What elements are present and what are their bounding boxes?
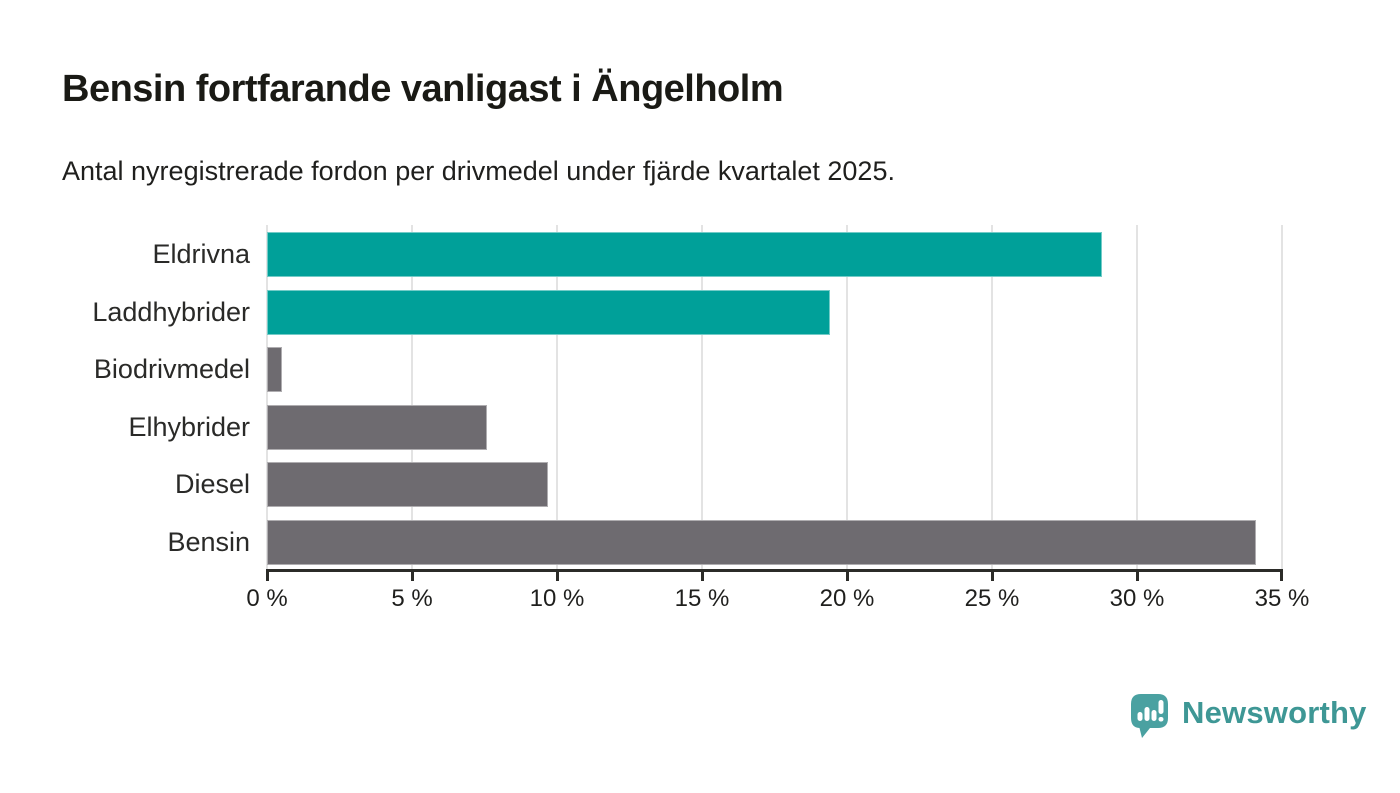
bar-laddhybrider [267, 289, 830, 335]
x-axis-tick-label: 35 % [1254, 585, 1310, 612]
category-label-laddhybrider: Laddhybrider [92, 296, 250, 327]
x-axis-tick-label: 25 % [964, 585, 1020, 612]
logo-text: Newsworthy [1182, 695, 1367, 730]
x-axis-line [267, 569, 1283, 572]
x-axis-tick [991, 569, 994, 581]
x-axis-tick [411, 569, 414, 581]
gridline [411, 225, 413, 570]
x-axis-tick [701, 569, 704, 581]
page-subtitle: Antal nyregistrerade fordon per drivmede… [62, 156, 895, 186]
x-axis-tick-label: 0 % [246, 585, 288, 612]
category-label-biodrivmedel: Biodrivmedel [93, 354, 250, 384]
x-axis-tick [846, 569, 849, 581]
plot-area [266, 225, 1283, 570]
category-label-eldrivna: Eldrivna [152, 239, 250, 269]
x-axis-tick [1280, 569, 1283, 581]
category-label-bensin: Bensin [167, 526, 250, 557]
category-axis: Eldrivna Laddhybrider Biodrivmedel Elhybrid… [0, 225, 250, 570]
bar-diesel [267, 462, 549, 507]
category-label-diesel: Diesel [174, 469, 250, 499]
x-axis-tick-label: 5 % [391, 585, 433, 612]
page-title: Bensin fortfarande vanligast i Ängelholm [62, 68, 784, 110]
gridline [556, 225, 558, 570]
category-label-elhybrider: Elhybrider [128, 411, 250, 442]
gridline [701, 225, 703, 570]
bar-eldrivna [267, 232, 1103, 277]
gridline [266, 225, 268, 570]
gridline [991, 225, 993, 570]
bar-elhybrider [267, 404, 488, 450]
x-axis-tick [1136, 569, 1139, 581]
x-axis-tick [266, 569, 269, 581]
x-axis-tick-label: 30 % [1109, 585, 1165, 612]
x-axis-tick [556, 569, 559, 581]
bar-bensin [267, 519, 1256, 565]
bar-biodrivmedel [267, 347, 282, 392]
bar-chart-speech-bubble-icon [1131, 694, 1168, 738]
gridline [846, 225, 848, 570]
gridline [1281, 225, 1283, 570]
x-axis-tick-label: 15 % [674, 585, 730, 612]
x-axis-tick-label: 10 % [529, 585, 585, 612]
x-axis-tick-label: 20 % [819, 585, 875, 612]
x-axis: 0 % 5 % 10 % 15 % 20 % 25 % 30 % 35 % [246, 569, 1309, 619]
newsworthy-logo: Newsworthy [1130, 692, 1367, 740]
gridline [1136, 225, 1138, 570]
